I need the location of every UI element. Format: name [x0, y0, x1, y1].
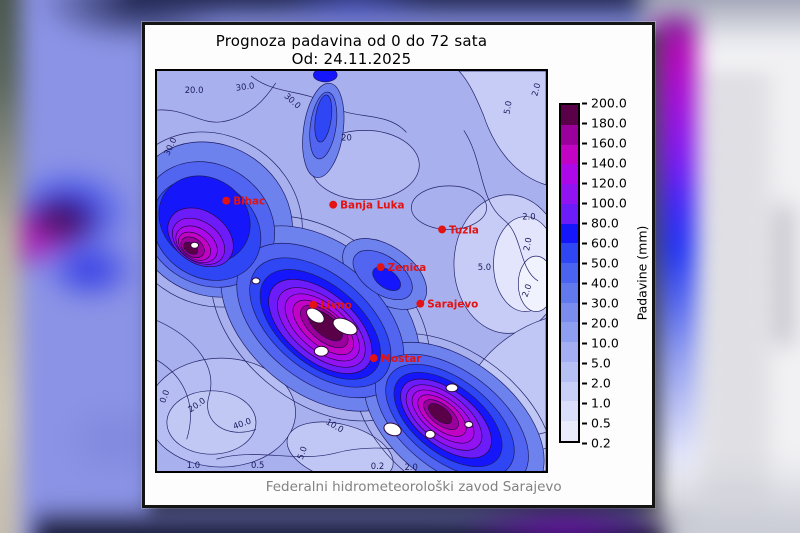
colorbar-segment — [561, 184, 578, 204]
city-label: Banja Luka — [340, 200, 404, 212]
city-dot — [369, 354, 378, 363]
contour-label: 0.0 — [157, 388, 171, 404]
source-attribution: Federalni hidrometeorološki zavod Saraje… — [265, 479, 562, 495]
city-dot — [329, 200, 338, 209]
colorbar-segment — [561, 203, 578, 224]
forecast-card: Prognoza padavina od 0 do 72 sata Od: 24… — [142, 22, 655, 508]
colorbar-segment — [561, 263, 578, 283]
contour-label: 1.0 — [187, 460, 200, 470]
city-label: Tuzla — [449, 224, 479, 236]
contour-label: 5.0 — [295, 445, 309, 461]
city-dot — [309, 300, 318, 309]
contour-label: 30.0 — [235, 80, 255, 93]
precipitation-map: 20.0 30.0 30.0 30.0 20 5.0 2.0 2.0 5.0 2.0 2.0 20.0… — [155, 69, 548, 473]
contour-label: 0.5 — [251, 460, 264, 470]
colorbar-segment — [561, 381, 578, 402]
city-label: Livno — [320, 300, 351, 312]
title-line2: Od: 24.11.2025 — [291, 50, 412, 68]
city-label: Zenica — [388, 262, 427, 274]
contour-label: 5.0 — [501, 100, 513, 115]
colorbar-segment — [561, 223, 578, 244]
colorbar-segment — [561, 243, 578, 264]
colorbar-axis-label: Padavine (mm) — [634, 225, 650, 321]
contour-label: 5.0 — [478, 262, 491, 272]
contour-label: 2.0 — [521, 237, 533, 252]
precipitation-contour-plot: 20.0 30.030.030.0205.02.02.05.02.02.020.0… — [157, 71, 546, 471]
city-dot — [376, 263, 385, 271]
colorbar-segment — [561, 164, 578, 185]
contour-label: 0.2 — [371, 461, 384, 471]
contour-label: 2.0 — [522, 212, 535, 222]
city-dot — [438, 225, 447, 234]
contour-label: 2.0 — [529, 82, 542, 98]
colorbar-segment — [561, 302, 578, 323]
map-title: Prognoza padavina od 0 do 72 sata Od: 24… — [155, 32, 548, 68]
colorbar-segment — [561, 282, 578, 303]
city-markers: Bihac Banja Luka Tuzla Zenica Livno Sarajevo M… — [222, 196, 479, 365]
colorbar-segment — [561, 322, 578, 343]
colorbar-segment — [561, 342, 578, 362]
colorbar-segment — [561, 361, 578, 382]
contour-label: 20 — [341, 132, 352, 142]
city-dot — [222, 196, 231, 205]
contour-label: 20.0 — [185, 85, 204, 95]
city-dot — [416, 299, 425, 308]
colorbar-segment — [561, 144, 578, 165]
colorbar-segment — [561, 421, 578, 442]
contour-label: 2.0 — [404, 462, 417, 471]
colorbar-segment — [561, 401, 578, 422]
colorbar-segment — [561, 124, 578, 145]
title-line1: Prognoza padavina od 0 do 72 sata — [215, 32, 488, 50]
colorbar — [559, 103, 580, 443]
city-label: Sarajevo — [427, 299, 478, 311]
colorbar-segment — [561, 105, 578, 125]
city-label: Bihac — [233, 196, 265, 208]
contour-label: 2.0 — [520, 282, 534, 298]
city-label: Mostar — [381, 353, 423, 365]
